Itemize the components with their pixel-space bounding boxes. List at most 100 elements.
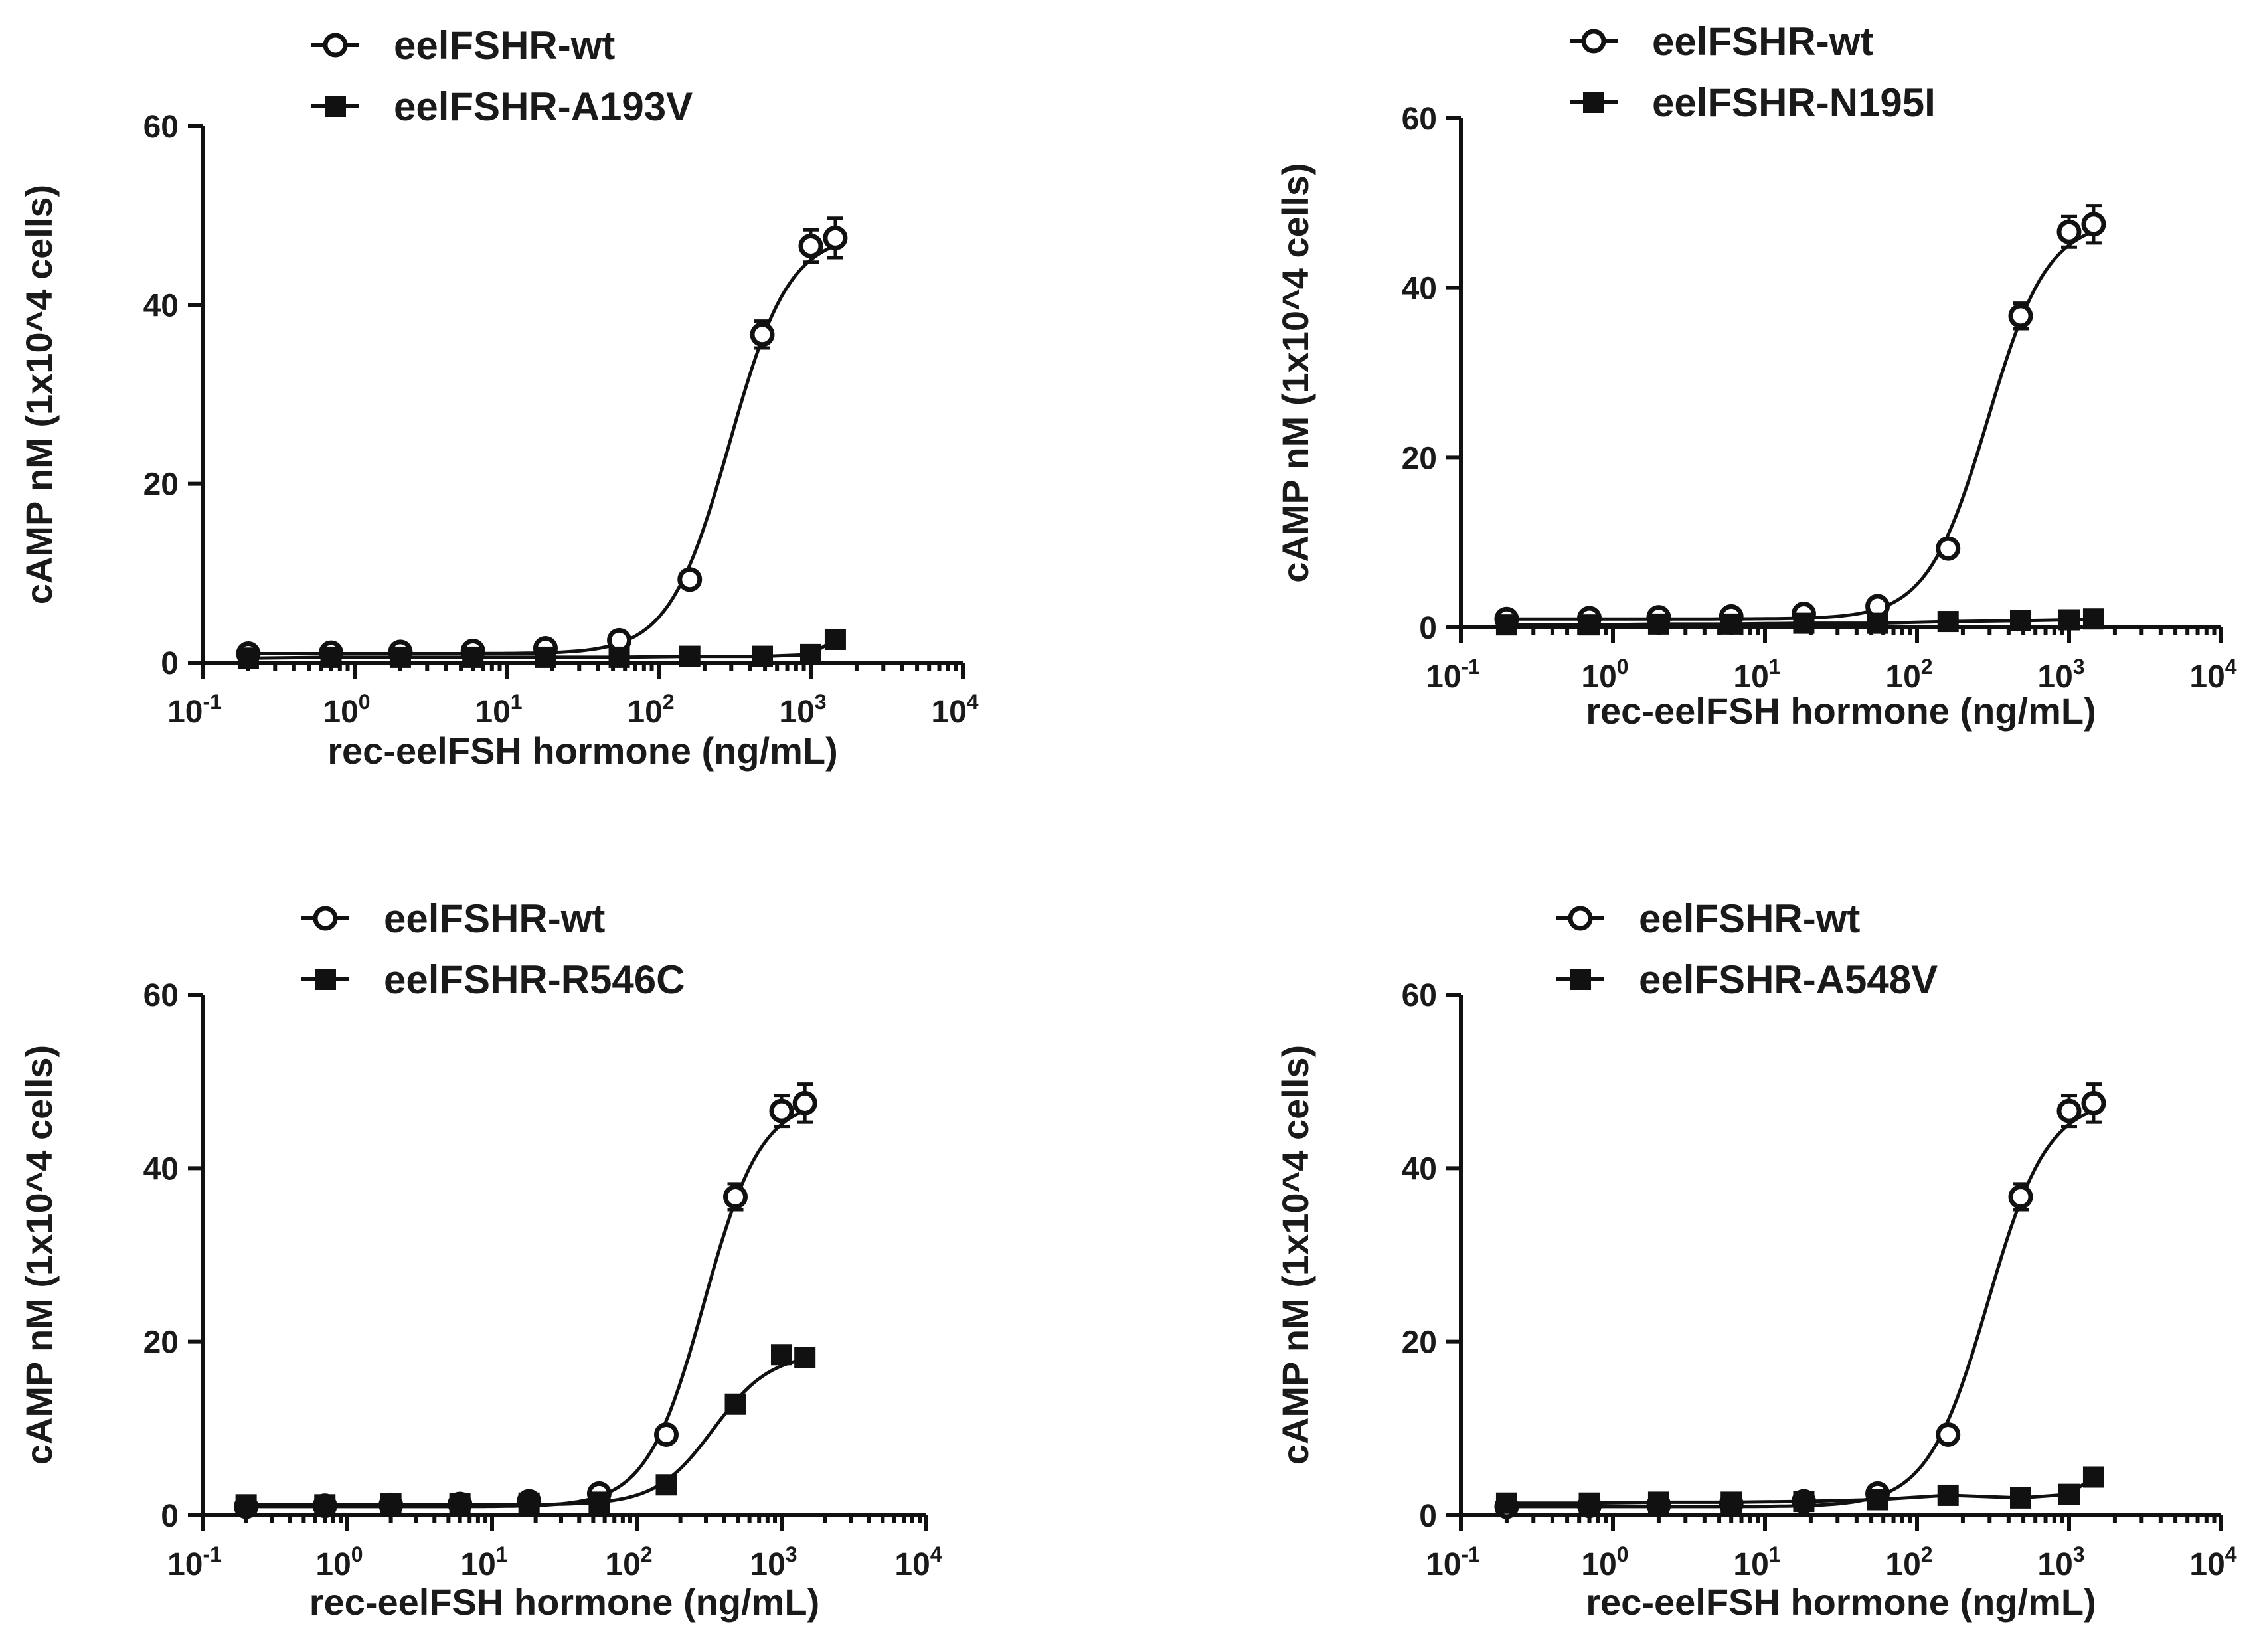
data-point-square — [771, 1344, 792, 1366]
legend-label: eelFSHR-wt — [1639, 896, 1860, 941]
x-axis-label: rec-eelFSH hormone (ng/mL) — [309, 1581, 820, 1623]
data-point-square — [1495, 614, 1517, 636]
data-point-circle — [2056, 1098, 2082, 1123]
chart-panel-bottom-right: 0 20 40 60 10-1 100 101 102 103 104 rec-eelFSH hor… — [1274, 896, 2237, 1623]
legend-marker-circle — [1568, 906, 1593, 931]
data-point-circle — [653, 1422, 679, 1447]
y-axis-label: cAMP nM (1x10^4 cells) — [1274, 163, 1316, 582]
y-tick-label: 0 — [161, 1499, 179, 1534]
chart-panel-top-right: 0 20 40 60 10-1 100 101 102 103 104 rec-eelFSH hor… — [1274, 19, 2237, 732]
y-tick-label: 40 — [143, 288, 179, 323]
data-point-square — [794, 1347, 816, 1368]
x-tick-label: 100 — [323, 690, 370, 730]
legend-entry: eelFSHR-wt — [1556, 896, 1860, 941]
x-axis-label: rec-eelFSH hormone (ng/mL) — [1586, 1581, 2096, 1623]
legend-marker-circle — [313, 906, 338, 931]
data-point-square — [824, 628, 846, 650]
data-point-square — [1647, 1491, 1669, 1513]
y-tick-label: 0 — [161, 646, 179, 681]
data-point-square — [2082, 1466, 2104, 1488]
legend-label: eelFSHR-wt — [1652, 19, 1873, 64]
data-point-square — [1495, 1492, 1517, 1514]
fit-curve — [1506, 1109, 2094, 1509]
fit-curve — [1506, 230, 2094, 621]
data-point-circle — [2008, 303, 2033, 329]
data-point-circle — [792, 1090, 817, 1115]
data-point-circle — [823, 225, 848, 250]
data-point-square — [2010, 1487, 2032, 1509]
data-point-circle — [769, 1098, 794, 1123]
y-tick-label: 60 — [1402, 102, 1437, 137]
data-point-circle — [2008, 1184, 2033, 1209]
fit-curve — [248, 637, 837, 660]
legend-entry: eelFSHR-N195I — [1570, 80, 1936, 125]
data-point-circle — [2081, 212, 2106, 237]
x-tick-label: 100 — [315, 1542, 363, 1582]
x-tick-label: 101 — [460, 1542, 507, 1582]
x-tick-label: 103 — [750, 1542, 797, 1582]
fit-curve — [248, 244, 836, 655]
data-point-square — [449, 1493, 471, 1515]
legend-marker-circle — [1581, 29, 1606, 54]
series-eelFSHR-wt — [1494, 1082, 2106, 1519]
data-point-square — [2058, 1483, 2080, 1505]
data-point-square — [2082, 608, 2104, 630]
series-eelFSHR-wt — [1494, 204, 2106, 631]
data-point-square — [462, 646, 484, 668]
data-point-square — [518, 1492, 540, 1514]
x-tick-label: 102 — [1885, 655, 1932, 695]
x-tick-label: 103 — [779, 690, 826, 730]
x-tick-label: 101 — [475, 690, 522, 730]
legend-label: eelFSHR-R546C — [384, 957, 685, 1002]
legend-label: eelFSHR-A548V — [1639, 957, 1938, 1002]
legend-label: eelFSHR-wt — [394, 23, 615, 68]
legend-entry: eelFSHR-A548V — [1556, 957, 1938, 1002]
x-tick-label: 104 — [2189, 655, 2236, 695]
legend-marker-square — [1583, 92, 1604, 113]
chart-panel-top-left: 0 20 40 60 10-1 100 101 102 103 104 rec-eelFSH hor… — [18, 23, 979, 772]
fit-curve — [1506, 617, 2094, 627]
legend-entry: eelFSHR-A193V — [311, 84, 693, 129]
data-point-square — [752, 645, 774, 667]
x-axis-label: rec-eelFSH hormone (ng/mL) — [1586, 690, 2096, 732]
x-tick-label: 104 — [931, 690, 978, 730]
data-point-square — [800, 643, 821, 665]
data-point-square — [1937, 611, 1959, 633]
data-point-circle — [2056, 219, 2082, 244]
series-eelFSHR-A548V — [1495, 1466, 2104, 1514]
x-tick-label: 102 — [627, 690, 674, 730]
data-point-square — [2010, 610, 2032, 631]
fit-curve — [246, 1357, 805, 1507]
legend-marker-square — [325, 96, 346, 117]
series-eelFSHR-wt — [234, 1082, 817, 1519]
x-tick-label: 101 — [1733, 1542, 1780, 1582]
data-point-circle — [1936, 1422, 1961, 1447]
data-point-circle — [798, 233, 823, 258]
data-point-square — [535, 646, 556, 668]
y-tick-label: 20 — [1402, 441, 1437, 476]
data-point-square — [1937, 1484, 1959, 1506]
data-point-circle — [1936, 536, 1961, 561]
x-tick-label: 10-1 — [167, 690, 222, 730]
y-tick-label: 60 — [143, 978, 179, 1013]
legend-entry: eelFSHR-wt — [311, 23, 615, 68]
y-tick-label: 20 — [1402, 1325, 1437, 1361]
x-tick-label: 10-1 — [1426, 655, 1480, 695]
data-point-circle — [750, 322, 775, 347]
y-tick-label: 0 — [1419, 611, 1437, 646]
data-point-square — [588, 1491, 610, 1513]
x-tick-label: 103 — [2037, 1542, 2084, 1582]
fit-curve — [1506, 1475, 2095, 1505]
y-tick-label: 0 — [1419, 1499, 1437, 1534]
y-axis-label: cAMP nM (1x10^4 cells) — [18, 185, 60, 604]
legend-entry: eelFSHR-R546C — [301, 957, 685, 1002]
y-tick-label: 40 — [1402, 272, 1437, 307]
legend-marker-square — [1570, 969, 1591, 990]
data-point-square — [1578, 1492, 1600, 1514]
y-tick-label: 40 — [1402, 1151, 1437, 1187]
x-tick-label: 100 — [1581, 1542, 1628, 1582]
data-point-square — [1867, 1489, 1888, 1511]
y-tick-label: 40 — [143, 1151, 179, 1187]
data-point-square — [1793, 1491, 1815, 1513]
